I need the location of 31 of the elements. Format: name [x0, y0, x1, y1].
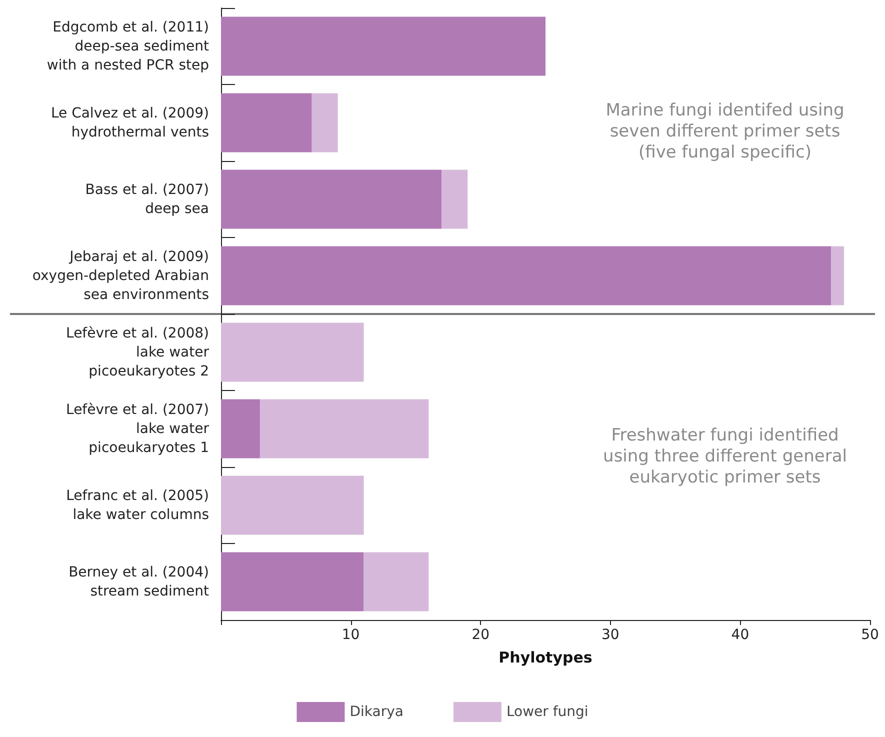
- x-tick-label: 10: [342, 627, 360, 643]
- bar: [442, 170, 468, 229]
- y-tick-label: Edgcomb et al. (2011) deep-sea sediment with a nested PCR step: [46, 19, 210, 74]
- bar: [221, 93, 312, 152]
- x-axis-title: Phylotypes: [498, 648, 592, 666]
- bar: [260, 399, 429, 458]
- x-tick-label: 50: [861, 627, 879, 643]
- bar: [221, 322, 364, 382]
- x-tick-label: 30: [601, 627, 620, 643]
- y-tick-label: Berney et al. (2004) stream sediment: [68, 564, 210, 600]
- bar: [221, 16, 546, 76]
- y-tick-label: Lefèvre et al. (2008) lake water picoeukaryotes 2: [66, 325, 210, 380]
- x-tick-label: 40: [731, 627, 750, 643]
- annotation: Freshwater fungi identified using three different general eukaryotic primer sets: [603, 426, 847, 488]
- bar: [221, 552, 364, 612]
- bar: [221, 476, 364, 535]
- x-tick-label: 20: [472, 627, 490, 643]
- y-tick-label: Lefranc et al. (2005) lake water columns: [66, 488, 209, 523]
- bar: [221, 399, 260, 458]
- y-tick-label: Lefèvre et al. (2007) lake water picoeukaryotes 1: [66, 402, 210, 456]
- legend-label: Dikarya: [350, 704, 404, 720]
- legend-label: Lower fungi: [506, 704, 588, 720]
- bar: [221, 170, 442, 229]
- bar: [831, 246, 844, 306]
- y-tick-label: Le Calvez et al. (2009) hydrothermal vents: [50, 105, 209, 140]
- y-tick-label: Bass et al. (2007) deep sea: [85, 182, 209, 217]
- bar: [221, 246, 832, 306]
- bar: [364, 552, 429, 612]
- y-tick-label: Jebaraj et al. (2009) oxygen-depleted Arabian sea environments: [32, 248, 209, 303]
- annotation: Marine fungi identifed using seven different primer sets (five fungal specific): [606, 100, 844, 162]
- bar: [312, 93, 338, 152]
